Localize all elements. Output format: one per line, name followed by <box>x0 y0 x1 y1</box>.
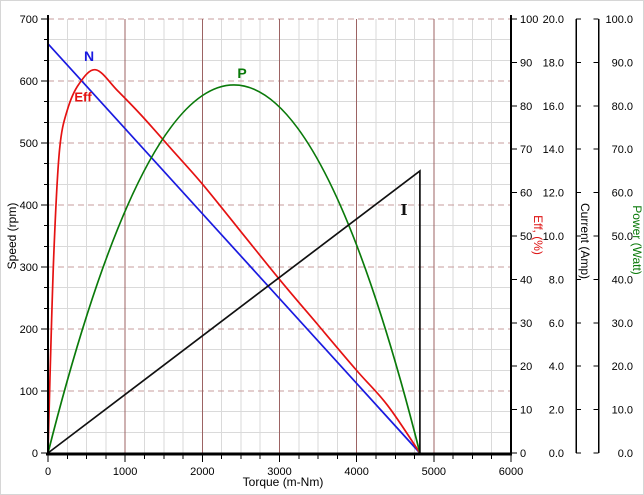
speed-tick-label: 100 <box>20 386 38 398</box>
eff-tick-label: 80 <box>520 101 532 113</box>
current-tick-label: 8.0 <box>549 274 564 286</box>
eff-tick-label: 70 <box>520 144 532 156</box>
current-tick-label: 0.0 <box>549 448 564 460</box>
curve-label-I: I <box>400 201 408 219</box>
eff-tick-label: 50 <box>520 231 532 243</box>
x-tick-label: 0 <box>45 466 51 478</box>
current-tick-label: 16.0 <box>543 101 564 113</box>
current-tick-label: 12.0 <box>543 188 564 200</box>
current-tick-label: 4.0 <box>549 361 564 373</box>
power-tick-label: 90.0 <box>612 57 633 69</box>
curve-label-P: P <box>237 65 247 81</box>
current-tick-label: 6.0 <box>549 318 564 330</box>
eff-tick-label: 40 <box>520 274 532 286</box>
current-tick-label: 20.0 <box>543 14 564 26</box>
curve-label-N: N <box>83 48 95 64</box>
speed-tick-label: 200 <box>20 324 38 336</box>
current-tick-label: 10.0 <box>543 231 564 243</box>
curve-label-Eff: Eff <box>74 89 92 105</box>
series-N-path <box>47 43 421 454</box>
x-tick-label: 5000 <box>422 466 446 478</box>
tick-labels: 0 1000 2000 3000 4000 5000 6000010020030040050… <box>20 14 633 478</box>
eff-tick-label: 0 <box>520 448 526 460</box>
power-tick-label: 70.0 <box>612 144 633 156</box>
eff-tick-label: 100 <box>520 14 538 26</box>
torque-axis-title: Torque (m-Nm) <box>242 475 324 489</box>
power-axis-title: Power (Watt) <box>630 205 644 275</box>
speed-tick-label: 600 <box>20 76 38 88</box>
eff-tick-label: 90 <box>520 57 532 69</box>
speed-tick-label: 300 <box>20 262 38 274</box>
chart-series <box>47 43 421 454</box>
speed-tick-label: 500 <box>20 138 38 150</box>
grid-major-vertical <box>124 19 435 453</box>
current-tick-label: 18.0 <box>543 57 564 69</box>
x-tick-label: 2000 <box>190 466 214 478</box>
eff-tick-label: 30 <box>520 318 532 330</box>
speed-tick-label: 400 <box>20 200 38 212</box>
current-tick-label: 14.0 <box>543 144 564 156</box>
tick-marks <box>41 18 599 462</box>
eff-tick-label: 60 <box>520 188 532 200</box>
power-tick-label: 20.0 <box>612 361 633 373</box>
eff-tick-label: 10 <box>520 405 532 417</box>
power-tick-label: 0.0 <box>618 448 633 460</box>
current-axis-title: Current (Amp) <box>578 202 592 280</box>
eff-axis-title: Eff, (%) <box>531 215 545 255</box>
power-tick-label: 80.0 <box>612 101 633 113</box>
power-tick-label: 30.0 <box>612 318 633 330</box>
current-tick-label: 2.0 <box>549 405 564 417</box>
power-tick-label: 40.0 <box>612 274 633 286</box>
x-tick-label: 6000 <box>499 466 523 478</box>
series-P-path <box>47 84 421 454</box>
speed-tick-label: 0 <box>32 448 38 460</box>
power-tick-label: 60.0 <box>612 188 633 200</box>
x-tick-label: 4000 <box>344 466 368 478</box>
series-I-path <box>47 169 421 454</box>
x-tick-label: 1000 <box>113 466 137 478</box>
power-tick-label: 10.0 <box>612 405 633 417</box>
power-tick-label: 100.0 <box>605 14 633 26</box>
eff-tick-label: 20 <box>520 361 532 373</box>
x-tick-label: 3000 <box>267 466 291 478</box>
speed-axis-title: Speed (rpm) <box>5 202 19 270</box>
power-tick-label: 50.0 <box>612 231 633 243</box>
speed-tick-label: 700 <box>20 14 38 26</box>
series-Eff-path <box>47 68 421 454</box>
